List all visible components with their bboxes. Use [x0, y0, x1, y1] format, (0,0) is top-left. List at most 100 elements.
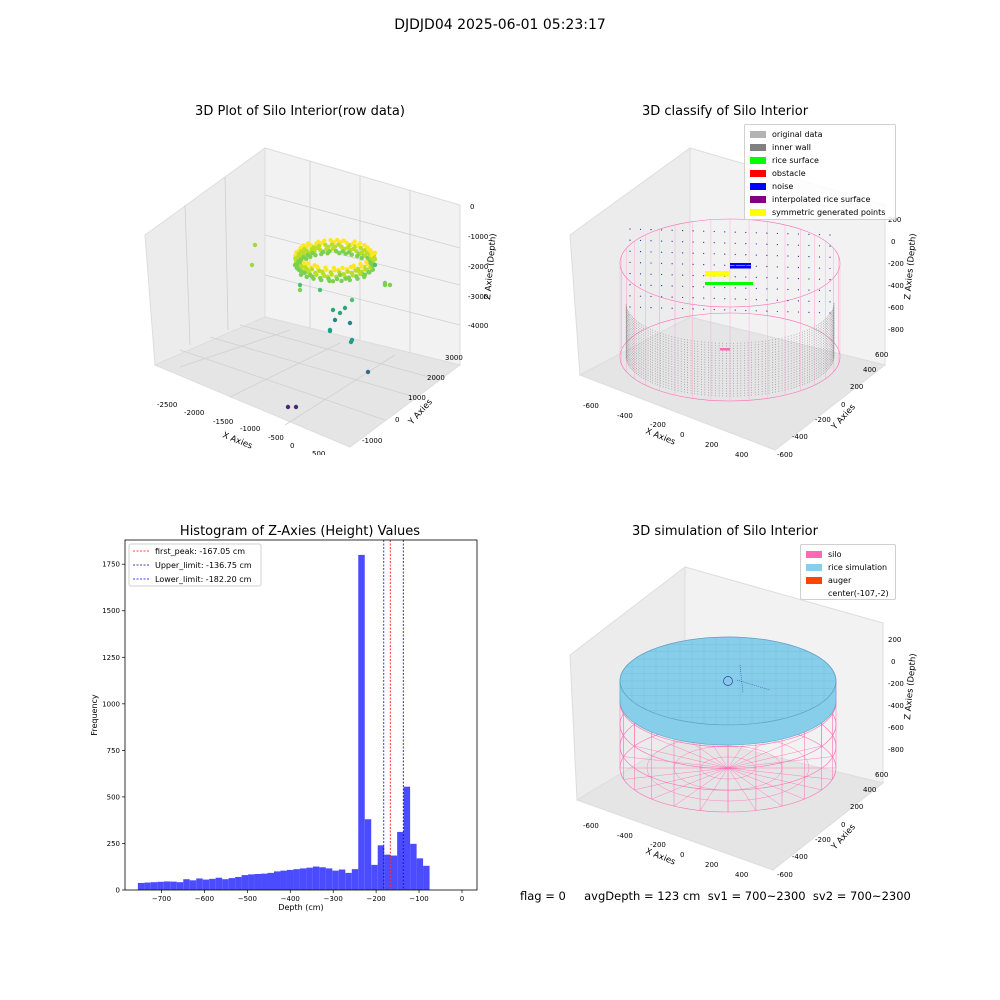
legend-item: obstacle	[750, 167, 806, 179]
grid-noise-point	[671, 274, 673, 276]
raw-z-tick-labels: 0 -1000 -2000 -3000 -4000	[468, 203, 488, 330]
histogram-bar	[293, 869, 300, 890]
grid-noise-point	[629, 272, 631, 275]
raw-point	[322, 273, 327, 279]
grid-noise-point	[797, 311, 800, 313]
raw-point	[350, 273, 355, 278]
simulation-x-tick: -200	[650, 841, 666, 849]
grid-noise-point	[724, 231, 726, 233]
grid-noise-point	[639, 228, 642, 230]
noise-point	[742, 266, 745, 269]
simulation-y-tick: 200	[850, 803, 863, 811]
classify-x-axis-label: X Axies	[644, 427, 677, 448]
y-tick-label: 1750	[102, 561, 120, 569]
grid-noise-point	[755, 287, 757, 290]
classify-x-tick: -600	[583, 402, 599, 410]
raw-x-axis-label: X Axies	[221, 431, 254, 452]
histogram-bar	[364, 819, 372, 890]
grid-noise-point	[629, 284, 631, 286]
grid-noise-point	[724, 286, 726, 289]
grid-noise-point	[660, 251, 663, 253]
grid-noise-point	[818, 256, 821, 258]
grid-noise-point	[766, 254, 768, 256]
grid-noise-point	[650, 307, 652, 309]
classify-pane-floor	[578, 316, 887, 451]
grid-noise-point	[829, 312, 831, 314]
raw-z-tick: -1000	[468, 233, 488, 241]
histogram-bar	[254, 873, 262, 890]
raw-point	[314, 272, 319, 277]
raw-point	[341, 238, 346, 243]
grid-noise-point	[818, 234, 821, 236]
classify-z-tick: 0	[891, 238, 895, 246]
legend-label: interpolated rice surface	[772, 194, 871, 204]
simulation-z-tick: -800	[888, 746, 904, 754]
simulation-z-tick: -400	[888, 702, 904, 710]
grid-noise-point	[629, 239, 631, 241]
histogram-x-axis-label: Depth (cm)	[278, 903, 323, 912]
grid-noise-point	[660, 273, 663, 276]
grid-noise-point	[639, 251, 642, 253]
legend-upper-limit-label: Upper_limit: -136.75 cm	[155, 561, 252, 570]
grid-noise-point	[660, 240, 663, 242]
legend-swatch	[750, 169, 766, 177]
raw-point	[344, 240, 349, 246]
grid-noise-point	[808, 267, 810, 269]
grid-noise-point	[650, 273, 652, 275]
legend-swatch	[750, 195, 766, 203]
grid-noise-point	[808, 244, 810, 247]
raw-point	[285, 404, 291, 410]
histogram-bars	[137, 554, 430, 890]
raw-point	[362, 274, 367, 280]
raw-point	[317, 268, 322, 273]
legend-item: silo	[806, 548, 842, 560]
raw-point	[336, 251, 342, 256]
raw-point	[249, 262, 255, 268]
grid-noise-point	[829, 278, 831, 281]
histogram-chart[interactable]: −700 −600 −500 −400 −300 −200 −100 0 0 250 500 750…	[85, 535, 485, 920]
histogram-bar	[423, 865, 430, 890]
grid-noise-point	[682, 285, 684, 287]
grid-noise-point	[734, 276, 736, 278]
noise-point	[742, 263, 745, 266]
y-tick-label: 500	[107, 793, 120, 801]
y-tick-label: 1500	[102, 607, 120, 615]
raw-point	[340, 265, 345, 270]
grid-noise-point	[650, 262, 652, 264]
raw-x-tick: -500	[268, 434, 284, 442]
classify-y-tick-labels: -600 -400 -200 0 200 400 600	[777, 351, 888, 459]
raw-panes	[144, 147, 462, 448]
classify-3d-plot[interactable]: -600 -400 -200 0 200 400 -600 -400 -200 …	[565, 135, 925, 465]
grid-noise-point	[829, 267, 831, 270]
grid-noise-point	[787, 311, 789, 313]
raw-point	[252, 242, 258, 248]
silo-floor-ring	[700, 756, 756, 780]
classify-z-tick: 200	[888, 216, 901, 224]
classify-y-tick: 0	[841, 401, 845, 409]
raw-x-tick: -1000	[240, 425, 260, 433]
raw-point	[345, 269, 350, 274]
simulation-3d-plot[interactable]: -600 -400 -200 0 200 400 -600 -400 -200 …	[565, 555, 925, 885]
grid-noise-point	[660, 296, 663, 298]
legend-swatch	[750, 130, 766, 138]
grid-noise-point	[703, 264, 705, 266]
histogram-legend-box	[128, 543, 262, 587]
symmetric-point	[711, 271, 714, 274]
x-tick-label: −200	[367, 895, 386, 903]
raw-point	[329, 242, 335, 247]
grid-noise-point	[692, 252, 694, 254]
symmetric-point	[723, 274, 726, 277]
grid-noise-point	[797, 244, 800, 246]
grid-noise-point	[755, 254, 757, 256]
histogram-bar	[222, 879, 229, 890]
classify-z-axis-label: Z Axies (Depth)	[903, 233, 919, 300]
x-tick-label: −400	[281, 895, 300, 903]
grid-noise-point	[745, 276, 747, 278]
raw-point	[319, 277, 324, 283]
grid-noise-point	[724, 264, 726, 266]
grid-noise-point	[703, 275, 705, 277]
raw-point	[319, 251, 324, 257]
raw-3d-plot[interactable]: -2500 -2000 -1500 -1000 -500 0 500 -1000…	[140, 135, 510, 455]
legend-label: auger	[828, 575, 852, 585]
classify-z-tick: -200	[888, 260, 904, 268]
